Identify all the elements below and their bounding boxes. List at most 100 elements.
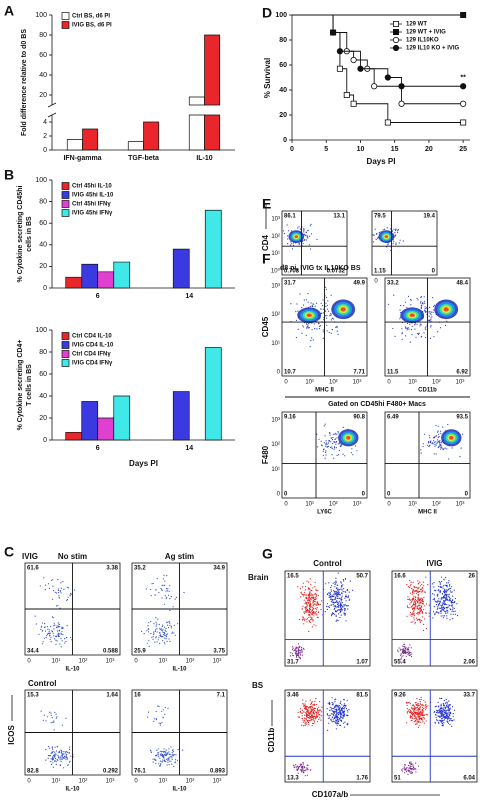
event-dot (310, 708, 312, 711)
event-dot (410, 581, 412, 583)
event-dot (418, 765, 420, 767)
event-dot (451, 604, 453, 606)
event-dot (307, 721, 310, 724)
event-dot (445, 706, 447, 708)
y-tick-label: 40 (39, 242, 47, 249)
event-dot (427, 705, 429, 707)
event-dot (446, 589, 448, 591)
marker (343, 92, 350, 99)
event-dot (440, 581, 443, 583)
event-dot (441, 593, 443, 595)
event-dot (447, 721, 449, 723)
event-dot (342, 707, 344, 709)
event-dot (443, 589, 445, 591)
event-dot (165, 761, 167, 763)
event-dot (165, 628, 167, 630)
event-dot (159, 757, 161, 759)
event-dot (170, 627, 172, 629)
event-dot (313, 719, 315, 722)
event-dot (340, 607, 343, 610)
event-dot (156, 623, 158, 625)
event-dot (426, 444, 428, 446)
event-dot (414, 708, 416, 711)
event-dot (60, 592, 62, 594)
event-dot (441, 597, 443, 599)
event-dot (417, 721, 419, 723)
event-dot (344, 604, 346, 606)
event-dot (55, 635, 57, 638)
event-dot (384, 228, 386, 230)
event-dot (52, 617, 54, 619)
event-dot (337, 706, 339, 708)
event-dot (329, 706, 331, 708)
event-dot (57, 622, 59, 624)
event-dot (423, 585, 425, 587)
event-dot (444, 713, 447, 715)
event-dot (331, 599, 333, 601)
event-dot (417, 598, 419, 600)
event-dot (158, 722, 160, 724)
event-dot (309, 305, 311, 308)
event-dot (171, 757, 173, 759)
event-dot (74, 589, 76, 591)
event-dot (424, 618, 426, 620)
event-dot (157, 754, 160, 756)
event-dot (334, 610, 336, 613)
event-dot (312, 716, 314, 718)
event-dot (47, 628, 49, 630)
event-dot (417, 608, 419, 610)
y-axis-label: T cells in BS (26, 364, 33, 406)
event-dot (303, 599, 305, 601)
event-dot (412, 715, 414, 717)
quadrant-percent: 0.292 (103, 769, 119, 775)
event-dot (312, 339, 314, 341)
event-dot (437, 595, 439, 597)
event-dot (52, 762, 54, 764)
x-tick-label: 0 (387, 502, 391, 508)
event-dot (336, 326, 338, 328)
event-dot (320, 440, 322, 442)
event-dot (337, 572, 339, 574)
event-dot (335, 620, 337, 622)
event-dot (420, 300, 422, 302)
event-dot (58, 630, 60, 632)
event-dot (307, 326, 309, 328)
event-dot (434, 445, 436, 447)
event-dot (62, 757, 64, 759)
event-dot (340, 713, 342, 716)
event-dot (317, 710, 319, 712)
event-dot (326, 317, 328, 319)
event-dot (435, 441, 437, 443)
event-dot (448, 458, 450, 460)
event-dot (307, 237, 309, 239)
event-dot (330, 441, 332, 443)
event-dot (302, 617, 304, 619)
event-dot (61, 758, 63, 760)
event-dot (428, 612, 430, 614)
y-tick-label: 20 (39, 415, 47, 422)
event-dot (305, 718, 307, 720)
event-dot (456, 615, 459, 617)
event-dot (287, 243, 289, 245)
event-dot (166, 575, 168, 577)
event-dot (298, 243, 300, 245)
y-tick-label: 60 (39, 220, 47, 227)
event-dot (68, 761, 71, 763)
event-dot (407, 586, 410, 588)
event-dot (442, 587, 444, 589)
event-dot (404, 649, 406, 652)
y-tick-label: 10³ (271, 418, 280, 424)
event-dot (433, 606, 435, 608)
event-dot (320, 302, 322, 304)
event-dot (283, 232, 285, 235)
event-dot (416, 704, 418, 706)
event-dot (292, 647, 294, 649)
event-dot (316, 601, 319, 603)
event-dot (311, 710, 313, 712)
event-dot (409, 762, 411, 765)
event-dot (341, 704, 343, 706)
y-tick-label: 4 (43, 119, 47, 126)
event-dot (338, 454, 340, 456)
event-dot (158, 705, 160, 708)
event-dot (446, 713, 448, 715)
